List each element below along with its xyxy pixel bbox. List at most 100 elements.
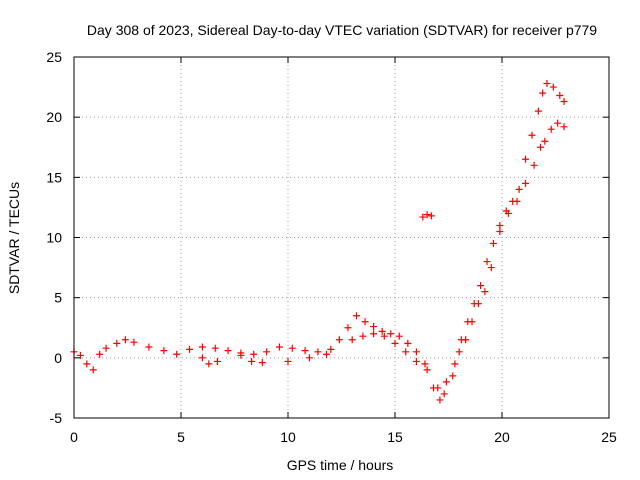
data-point	[224, 347, 232, 355]
data-point	[288, 344, 296, 352]
data-point	[451, 360, 459, 368]
data-point	[301, 347, 309, 355]
data-point	[522, 179, 530, 187]
data-point	[419, 213, 427, 221]
data-point	[528, 131, 536, 139]
data-point	[560, 98, 568, 106]
data-point	[102, 344, 110, 352]
data-point	[387, 330, 395, 338]
y-axis-label: SDTVAR / TECUs	[6, 182, 22, 294]
y-tick-label: 0	[54, 350, 62, 366]
data-point	[205, 360, 213, 368]
data-point	[211, 344, 219, 352]
data-point	[543, 79, 551, 87]
data-point	[323, 350, 331, 358]
data-point	[496, 227, 504, 235]
y-tick-label: 5	[54, 290, 62, 306]
data-point	[130, 338, 138, 346]
data-point	[427, 212, 435, 220]
data-point	[258, 359, 266, 367]
data-point	[198, 343, 206, 351]
data-point	[113, 339, 121, 347]
data-point	[96, 350, 104, 358]
data-point	[348, 336, 356, 344]
y-tick-label: -5	[50, 410, 63, 426]
data-point	[554, 119, 562, 127]
data-point	[541, 137, 549, 145]
x-tick-label: 5	[177, 429, 185, 445]
data-point	[213, 357, 221, 365]
data-point	[440, 390, 448, 398]
data-points	[70, 79, 568, 404]
data-point	[496, 221, 504, 229]
data-point	[359, 332, 367, 340]
data-point	[173, 350, 181, 358]
data-point	[237, 351, 245, 359]
x-tick-label: 20	[494, 429, 510, 445]
data-point	[305, 354, 313, 362]
data-point	[275, 343, 283, 351]
data-point	[314, 348, 322, 356]
y-tick-label: 15	[46, 169, 62, 185]
data-point	[370, 330, 378, 338]
data-point	[284, 357, 292, 365]
data-point	[378, 327, 386, 335]
data-point	[442, 378, 450, 386]
data-point	[474, 300, 482, 308]
data-point	[145, 343, 153, 351]
data-point	[395, 332, 403, 340]
x-tick-label: 10	[280, 429, 296, 445]
data-point	[560, 123, 568, 131]
data-point	[423, 366, 431, 374]
data-point	[530, 161, 538, 169]
data-point	[250, 350, 258, 358]
data-point	[402, 348, 410, 356]
data-point	[421, 360, 429, 368]
data-point	[186, 345, 194, 353]
x-axis-label: GPS time / hours	[287, 457, 394, 473]
data-point	[547, 125, 555, 133]
data-point	[481, 288, 489, 296]
y-tick-label: 10	[46, 230, 62, 246]
data-point	[121, 336, 129, 344]
axes: 0 5 10 15 20 25 -5 0 5 10 15 20 25	[46, 49, 617, 445]
data-point	[198, 354, 206, 362]
chart-title: Day 308 of 2023, Sidereal Day-to-day VTE…	[87, 22, 597, 38]
data-point	[515, 185, 523, 193]
data-point	[483, 258, 491, 266]
data-point	[335, 336, 343, 344]
y-tick-label: 25	[46, 49, 62, 65]
data-point	[380, 332, 388, 340]
x-tick-label: 25	[601, 429, 617, 445]
y-tick-label: 20	[46, 109, 62, 125]
data-series	[70, 79, 568, 404]
data-point	[522, 155, 530, 163]
data-point	[370, 323, 378, 331]
data-point	[462, 336, 470, 344]
data-point	[504, 209, 512, 217]
data-point	[549, 83, 557, 91]
data-point	[83, 360, 91, 368]
data-point	[513, 197, 521, 205]
data-point	[412, 357, 420, 365]
data-point	[344, 324, 352, 332]
data-point	[489, 240, 497, 248]
data-point	[449, 372, 457, 380]
data-point	[248, 357, 256, 365]
data-point	[412, 348, 420, 356]
data-series	[198, 119, 568, 398]
x-tick-label: 15	[387, 429, 403, 445]
data-point	[160, 347, 168, 355]
data-point	[361, 318, 369, 326]
data-point	[487, 264, 495, 272]
data-point	[263, 348, 271, 356]
data-point	[89, 366, 97, 374]
data-point	[434, 384, 442, 392]
data-point	[327, 345, 335, 353]
data-point	[455, 348, 463, 356]
data-point	[404, 339, 412, 347]
data-series	[419, 211, 435, 221]
data-point	[352, 312, 360, 320]
data-point	[534, 107, 542, 115]
